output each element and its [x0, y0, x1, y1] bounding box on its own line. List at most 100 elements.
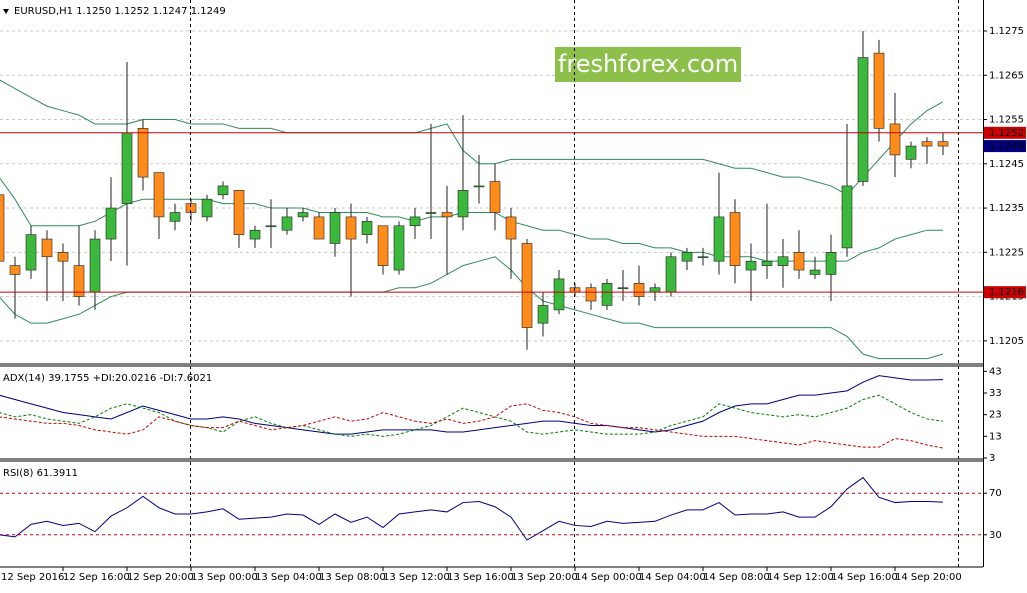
- x-tick-label: 13 Sep 20:00: [511, 572, 578, 583]
- x-tick-label: 13 Sep 08:00: [319, 572, 386, 583]
- y-tick-label: 1.1245: [989, 159, 1024, 170]
- candle-body: [905, 145, 917, 160]
- y-tick-label: 33: [989, 388, 1002, 399]
- candle-body: [41, 238, 53, 258]
- candle-body: [393, 225, 405, 271]
- y-tick-label: 3: [989, 453, 995, 464]
- candle-body: [217, 185, 229, 196]
- level-label: 1.1216: [989, 287, 1024, 298]
- title-bg: [12, 371, 225, 384]
- candle-body: [409, 216, 421, 227]
- y-tick-label: 13: [989, 431, 1002, 442]
- last-price-label: 1.1249: [989, 141, 1024, 152]
- x-tick-label: 13 Sep 16:00: [447, 572, 514, 583]
- panel-title: ADX(14) 39.1755 +DI:20.0216 -DI:7.6021: [3, 373, 212, 384]
- x-tick-label: 14 Sep 04:00: [639, 572, 706, 583]
- candle-body: [57, 252, 69, 262]
- candle-body: [329, 212, 341, 244]
- indicator-line: [0, 476, 944, 541]
- level-label: 1.1252: [989, 128, 1024, 139]
- x-tick-label: 14 Sep 08:00: [703, 572, 770, 583]
- candle-body: [617, 287, 629, 290]
- candle-body: [153, 172, 165, 218]
- candle-body: [137, 128, 149, 178]
- y-tick-label: 70: [989, 488, 1002, 499]
- candle-body: [441, 212, 453, 218]
- candle-body: [633, 283, 645, 297]
- y-tick-label: 23: [989, 410, 1002, 421]
- candle-body: [313, 216, 325, 240]
- candle-body: [585, 287, 597, 302]
- title-bg: [12, 4, 225, 17]
- candle-body: [473, 185, 485, 188]
- y-tick-label: 1.1275: [989, 26, 1024, 37]
- candle-body: [857, 57, 869, 182]
- candle-body: [729, 212, 741, 266]
- candle-body: [681, 252, 693, 262]
- candle-body: [873, 52, 885, 129]
- watermark: freshforex.com: [558, 50, 738, 78]
- candle-body: [121, 132, 133, 204]
- x-tick-label: 12 Sep 20:00: [127, 572, 194, 583]
- y-tick-label: 1.1255: [989, 115, 1024, 126]
- x-tick-label: 12 Sep 16:00: [63, 572, 130, 583]
- symbol-menu-icon: [3, 9, 9, 14]
- y-tick-label: 30: [989, 530, 1002, 541]
- level-tag: [984, 126, 1026, 139]
- panel-title: RSI(8) 61.3911: [3, 468, 78, 479]
- indicator-line: [0, 403, 944, 449]
- candle-body: [9, 265, 21, 275]
- y-tick-label: 1.1235: [989, 203, 1024, 214]
- watermark-box: [555, 47, 741, 82]
- panel-title: EURUSD,H1 1.1250 1.1252 1.1247 1.1249: [14, 6, 226, 17]
- candle-body: [793, 252, 805, 271]
- indicator-line: [0, 394, 944, 437]
- indicator-line: [0, 375, 944, 435]
- candle-body: [601, 283, 613, 306]
- x-tick-label: 14 Sep 16:00: [831, 572, 898, 583]
- y-tick-label: 1.1265: [989, 70, 1024, 81]
- candle-body: [377, 225, 389, 266]
- candle-body: [201, 198, 213, 218]
- candle-body: [825, 252, 837, 275]
- candle-body: [745, 260, 757, 271]
- y-tick-label: 1.1225: [989, 247, 1024, 258]
- candle-body: [105, 207, 117, 240]
- candle-body: [537, 305, 549, 324]
- candle-body: [297, 212, 309, 218]
- candle-body: [73, 265, 85, 297]
- candle-body: [169, 212, 181, 222]
- bollinger-band: [0, 79, 944, 196]
- candle-body: [457, 190, 469, 218]
- candle-body: [25, 234, 37, 271]
- plot-layer: 1.12051.12151.12251.12351.12451.12551.12…: [0, 4, 1026, 583]
- candle-body: [921, 141, 933, 147]
- candle-body: [281, 216, 293, 231]
- candle-body: [809, 269, 821, 275]
- last-price-tag: [984, 140, 1026, 153]
- candle-body: [889, 123, 901, 156]
- candle-body: [649, 287, 661, 293]
- candle-body: [841, 185, 853, 249]
- candle-body: [553, 278, 565, 311]
- candle-body: [265, 225, 277, 228]
- x-tick-label: 13 Sep 00:00: [191, 572, 258, 583]
- candle-body: [345, 216, 357, 240]
- candle-body: [761, 260, 773, 266]
- candle-body: [233, 190, 245, 235]
- x-tick-label: 14 Sep 20:00: [895, 572, 962, 583]
- candle-body: [505, 216, 517, 240]
- x-tick-label: 12 Sep 2016: [1, 572, 64, 583]
- candle-body: [0, 194, 5, 262]
- level-tag: [984, 286, 1026, 299]
- y-tick-label: 43: [989, 366, 1002, 377]
- candle-body: [697, 256, 709, 259]
- candle-body: [425, 212, 437, 214]
- candle-body: [249, 229, 261, 240]
- candle-body: [713, 216, 725, 262]
- candle-body: [777, 256, 789, 266]
- x-tick-label: 13 Sep 12:00: [383, 572, 450, 583]
- candle-body: [89, 238, 101, 293]
